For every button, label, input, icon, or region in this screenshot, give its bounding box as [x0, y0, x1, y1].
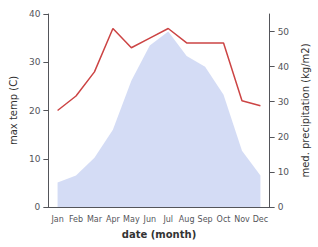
svg-text:Sep: Sep — [198, 215, 213, 224]
svg-text:0: 0 — [35, 202, 41, 212]
svg-text:0: 0 — [278, 202, 284, 212]
svg-text:date (month): date (month) — [122, 229, 196, 240]
svg-text:Nov: Nov — [234, 215, 250, 224]
svg-text:10: 10 — [278, 167, 290, 177]
svg-text:Jan: Jan — [50, 215, 63, 224]
svg-text:30: 30 — [29, 57, 41, 67]
svg-text:med. precipitation (kg/m2): med. precipitation (kg/m2) — [300, 43, 311, 177]
svg-text:Aug: Aug — [179, 215, 195, 224]
svg-text:Jun: Jun — [143, 215, 157, 224]
svg-text:10: 10 — [29, 154, 41, 164]
svg-text:Mar: Mar — [87, 215, 103, 224]
svg-text:Feb: Feb — [69, 215, 83, 224]
svg-text:Apr: Apr — [106, 215, 121, 224]
svg-text:20: 20 — [278, 132, 290, 142]
svg-text:Dec: Dec — [253, 215, 268, 224]
svg-text:50: 50 — [278, 27, 290, 37]
svg-text:20: 20 — [29, 106, 41, 116]
svg-text:max temp (C): max temp (C) — [8, 76, 19, 145]
svg-text:Jul: Jul — [162, 215, 173, 224]
svg-text:Oct: Oct — [217, 215, 231, 224]
svg-text:40: 40 — [278, 62, 290, 72]
svg-text:30: 30 — [278, 97, 290, 107]
svg-text:May: May — [123, 215, 140, 224]
svg-text:40: 40 — [29, 9, 41, 19]
